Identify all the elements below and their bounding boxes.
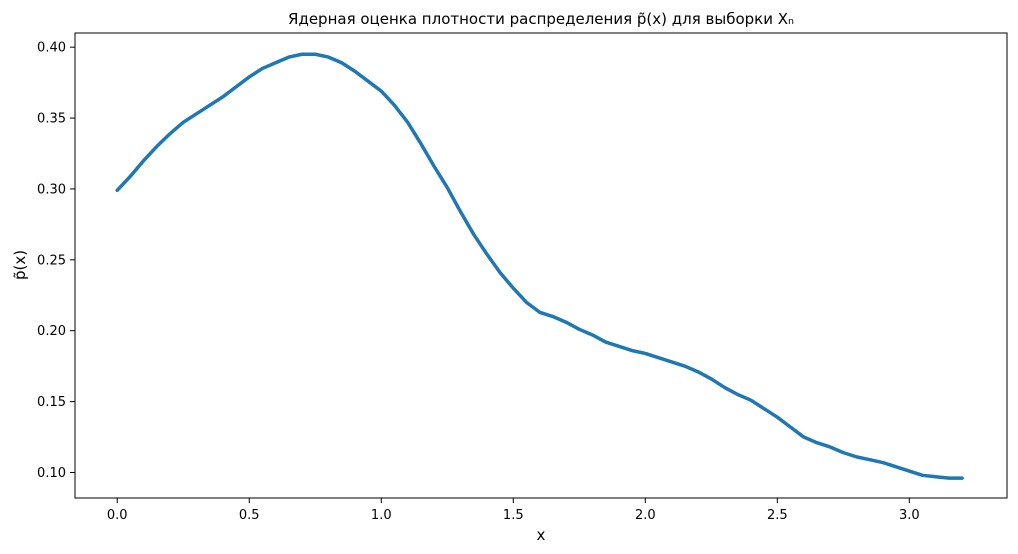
x-axis-label: x xyxy=(537,526,546,544)
x-tick-label: 0.0 xyxy=(107,508,128,523)
kde-series-line xyxy=(115,52,964,480)
x-tick-label: 0.5 xyxy=(239,508,260,523)
y-axis-label: p̃(x) xyxy=(11,250,29,280)
x-tick-label: 1.5 xyxy=(503,508,524,523)
y-tick-label: 0.20 xyxy=(37,324,66,339)
y-tick-label: 0.25 xyxy=(37,253,66,268)
y-tick-label: 0.35 xyxy=(37,112,66,127)
y-tick-label: 0.10 xyxy=(37,466,66,481)
y-axis: 0.10 0.15 0.20 0.25 0.30 0.35 0.40 xyxy=(37,41,75,481)
chart-title: Ядерная оценка плотности распределения p… xyxy=(288,10,794,28)
x-axis: 0.0 0.5 1.0 1.5 2.0 2.5 3.0 xyxy=(107,498,920,523)
y-tick-label: 0.40 xyxy=(37,41,66,56)
plot-line-layer xyxy=(115,52,964,480)
y-tick-label: 0.30 xyxy=(37,182,66,197)
x-tick-label: 2.0 xyxy=(635,508,656,523)
x-tick-label: 2.5 xyxy=(767,508,788,523)
x-tick-label: 3.0 xyxy=(899,508,920,523)
y-tick-label: 0.15 xyxy=(37,395,66,410)
plot-frame xyxy=(74,32,1008,499)
x-tick-label: 1.0 xyxy=(371,508,392,523)
